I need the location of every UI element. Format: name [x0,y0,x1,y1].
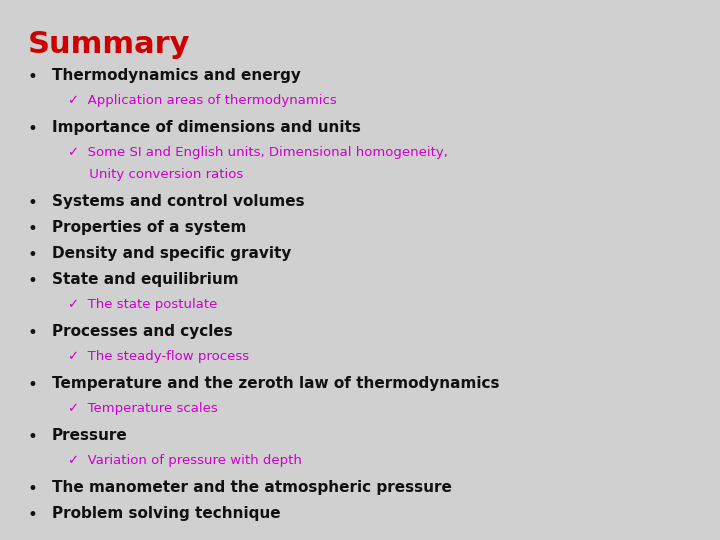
Text: Unity conversion ratios: Unity conversion ratios [68,168,243,181]
Text: ✓  Variation of pressure with depth: ✓ Variation of pressure with depth [68,454,302,467]
Text: State and equilibrium: State and equilibrium [52,272,238,287]
Text: Importance of dimensions and units: Importance of dimensions and units [52,120,361,135]
Text: •: • [28,120,38,138]
Text: •: • [28,376,38,394]
Text: Summary: Summary [28,30,191,59]
Text: •: • [28,220,38,238]
Text: Problem solving technique: Problem solving technique [52,506,281,521]
Text: ✓  The state postulate: ✓ The state postulate [68,298,217,311]
Text: •: • [28,194,38,212]
Text: •: • [28,480,38,498]
Text: Pressure: Pressure [52,428,127,443]
Text: Density and specific gravity: Density and specific gravity [52,246,292,261]
Text: ✓  Temperature scales: ✓ Temperature scales [68,402,217,415]
Text: Properties of a system: Properties of a system [52,220,246,235]
Text: •: • [28,324,38,342]
Text: Temperature and the zeroth law of thermodynamics: Temperature and the zeroth law of thermo… [52,376,500,391]
Text: •: • [28,68,38,86]
Text: ✓  The steady-flow process: ✓ The steady-flow process [68,350,249,363]
Text: ✓  Some SI and English units, Dimensional homogeneity,: ✓ Some SI and English units, Dimensional… [68,146,448,159]
Text: •: • [28,428,38,446]
Text: Systems and control volumes: Systems and control volumes [52,194,305,209]
Text: The manometer and the atmospheric pressure: The manometer and the atmospheric pressu… [52,480,452,495]
Text: Thermodynamics and energy: Thermodynamics and energy [52,68,301,83]
Text: ✓  Application areas of thermodynamics: ✓ Application areas of thermodynamics [68,94,337,107]
Text: •: • [28,272,38,290]
Text: •: • [28,506,38,524]
Text: Processes and cycles: Processes and cycles [52,324,233,339]
Text: •: • [28,246,38,264]
